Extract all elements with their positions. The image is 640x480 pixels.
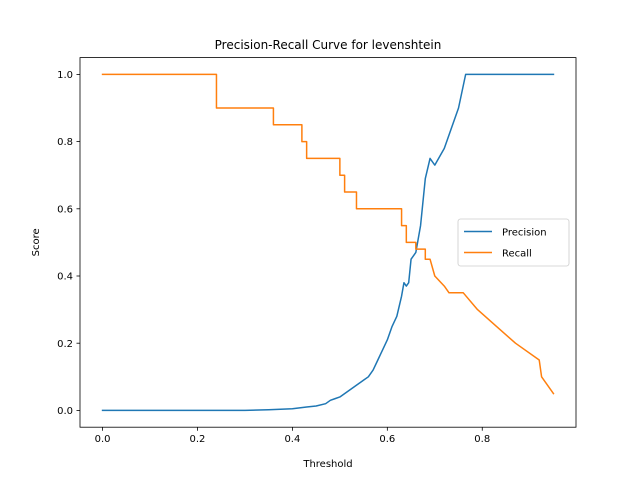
legend-label-recall: Recall	[502, 249, 532, 260]
x-tick-label: 0.4	[284, 434, 300, 445]
y-tick-label: 0.8	[57, 137, 73, 148]
series-layer	[101, 73, 555, 412]
y-axis-label: Score	[31, 228, 42, 256]
y-tick-label: 1.0	[57, 70, 73, 81]
series-line-recall	[101, 73, 555, 395]
chart-title: Precision-Recall Curve for levenshtein	[215, 38, 442, 52]
y-tick-label: 0.4	[57, 272, 73, 283]
x-axis-label: Threshold	[302, 459, 352, 470]
series-line-precision	[101, 73, 555, 412]
legend-label-precision: Precision	[502, 228, 547, 239]
y-tick-label: 0.0	[57, 406, 73, 417]
x-tick-label: 0.8	[474, 434, 490, 445]
y-tick-label: 0.2	[57, 339, 73, 350]
plot-frame	[79, 57, 577, 428]
ticks-layer: 0.0 0.2 0.4 0.6 0.8 0.0 0.2 0.4 0.6 0.8 1.0	[57, 70, 490, 445]
x-tick-label: 0.6	[379, 434, 395, 445]
x-tick-label: 0.0	[95, 434, 111, 445]
x-tick-label: 0.2	[190, 434, 206, 445]
y-tick-label: 0.6	[57, 204, 73, 215]
legend: Precision Recall	[457, 218, 570, 267]
